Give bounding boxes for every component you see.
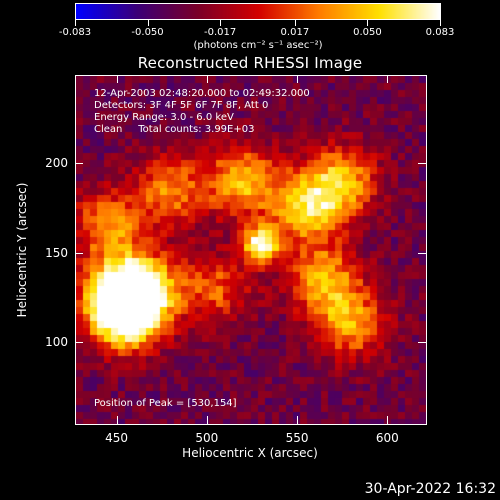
y-axis-tick-label: 150 [45,245,68,260]
y-axis-tick [418,162,426,164]
time-range-label: 12-Apr-2003 02:48:20.000 to 02:49:32.000 [94,88,310,99]
colorbar-tick [147,19,149,26]
y-axis-tick-label: 100 [45,335,68,350]
y-axis-tick [75,342,83,344]
x-axis-title: Heliocentric X (arcsec) [182,446,318,460]
y-axis-tick-label: 200 [45,155,68,170]
x-axis-tick [387,416,389,424]
colorbar-tick [294,19,296,26]
energy-range-label: Energy Range: 3.0 - 6.0 keV [94,112,234,123]
colorbar-tick-label: 0.050 [353,27,382,38]
x-axis-tick [297,75,299,83]
x-axis-tick [297,416,299,424]
colorbar-units-label: (photons cm⁻² s⁻¹ asec⁻²) [193,40,323,51]
colorbar-tick-label: -0.083 [58,27,92,38]
x-axis-tick-label: 450 [105,431,128,445]
x-axis-tick [116,416,118,424]
clean-counts-label: Clean Total counts: 3.99E+03 [94,124,255,135]
colorbar-tick [440,19,441,26]
x-axis-tick-label: 550 [285,431,309,445]
x-axis-tick-label: 500 [195,431,219,445]
colorbar-tick-label: 0.017 [280,27,310,38]
colorbar-gradient [75,3,441,20]
y-axis-tick [418,342,426,344]
y-axis-title: Heliocentric Y (arcsec) [15,182,29,318]
x-axis-tick [206,416,208,424]
x-axis-tick [116,75,118,83]
x-axis-tick [387,75,389,83]
colorbar-tick [75,19,76,26]
y-axis-tick [75,252,83,254]
y-axis-tick [75,162,83,164]
x-axis-tick [206,75,208,83]
timestamp-label: 30-Apr-2022 16:32 [364,481,496,497]
colorbar-tick-label: 0.083 [425,27,455,38]
plot-title: Reconstructed RHESSI Image [137,54,363,72]
detectors-label: Detectors: 3F 4F 5F 6F 7F 8F, Att 0 [94,100,269,111]
colorbar-tick [367,19,369,26]
colorbar-tick-label: -0.050 [131,27,164,38]
colorbar-tick-label: -0.017 [203,27,237,38]
xray-intensity-map [76,76,426,424]
peak-position-label: Position of Peak = [530,154] [94,398,237,409]
x-axis-tick-label: 600 [375,431,399,445]
colorbar-tick [220,19,222,26]
image-plot-area [75,75,427,425]
y-axis-tick [418,252,426,254]
